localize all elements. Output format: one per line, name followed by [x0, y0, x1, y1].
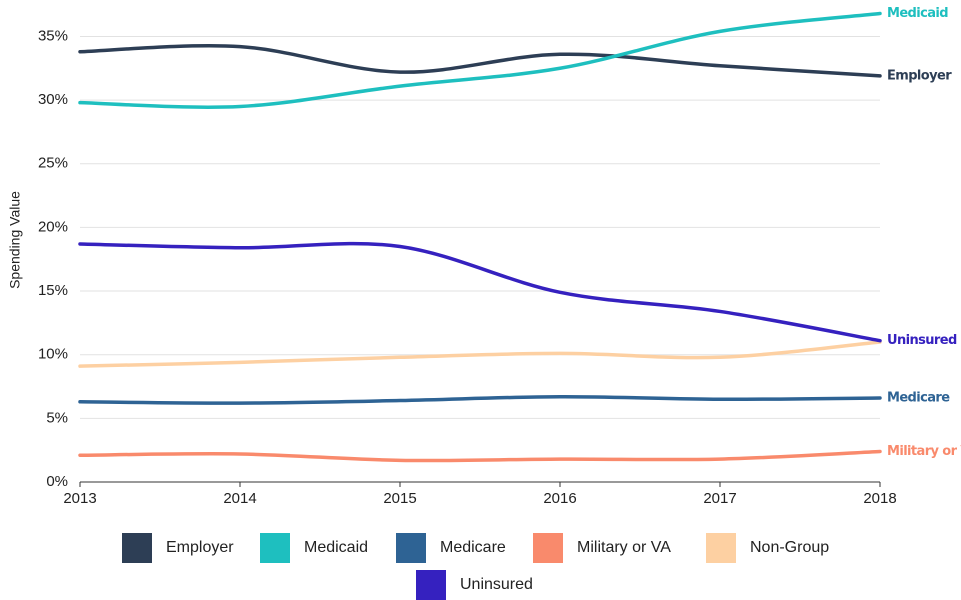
- y-tick-label: 20%: [38, 218, 68, 235]
- y-tick-label: 5%: [46, 409, 68, 426]
- series-line: [78, 44, 882, 78]
- x-tick-label: 2018: [863, 490, 896, 507]
- legend-label: Uninsured: [460, 576, 533, 593]
- y-axis-label: Spending Value: [7, 191, 23, 289]
- legend-label: Non-Group: [750, 539, 829, 556]
- series-line: [78, 340, 882, 368]
- legend-swatch: [533, 533, 563, 563]
- legend-label: Medicare: [440, 539, 506, 556]
- y-tick-label: 35%: [38, 27, 68, 44]
- x-tick-label: 2015: [383, 490, 416, 507]
- series-line: [78, 11, 882, 109]
- legend-swatch: [396, 533, 426, 563]
- legend-label: Medicaid: [304, 539, 368, 556]
- series-line: [78, 449, 882, 463]
- series-line: [78, 241, 882, 343]
- legend-swatch: [122, 533, 152, 563]
- end-label: Medicaid: [887, 6, 948, 21]
- x-tick-label: 2014: [223, 490, 256, 507]
- legend-swatch: [706, 533, 736, 563]
- end-label: Employer: [887, 68, 952, 83]
- end-label: Uninsured: [887, 333, 957, 348]
- x-tick-label: 2013: [63, 490, 96, 507]
- x-tick-label: 2017: [703, 490, 736, 507]
- y-tick-label: 0%: [46, 473, 68, 490]
- legend-label: Employer: [166, 539, 234, 556]
- legend-swatch: [260, 533, 290, 563]
- y-tick-label: 15%: [38, 282, 68, 299]
- y-tick-label: 10%: [38, 346, 68, 363]
- y-tick-label: 25%: [38, 155, 68, 172]
- legend-swatch: [416, 570, 446, 600]
- y-tick-label: 30%: [38, 91, 68, 108]
- legend-label: Military or VA: [577, 539, 671, 556]
- end-label: Military or VA: [887, 444, 961, 459]
- series-line: [78, 394, 882, 405]
- end-label: Medicare: [887, 390, 950, 405]
- x-tick-label: 2016: [543, 490, 576, 507]
